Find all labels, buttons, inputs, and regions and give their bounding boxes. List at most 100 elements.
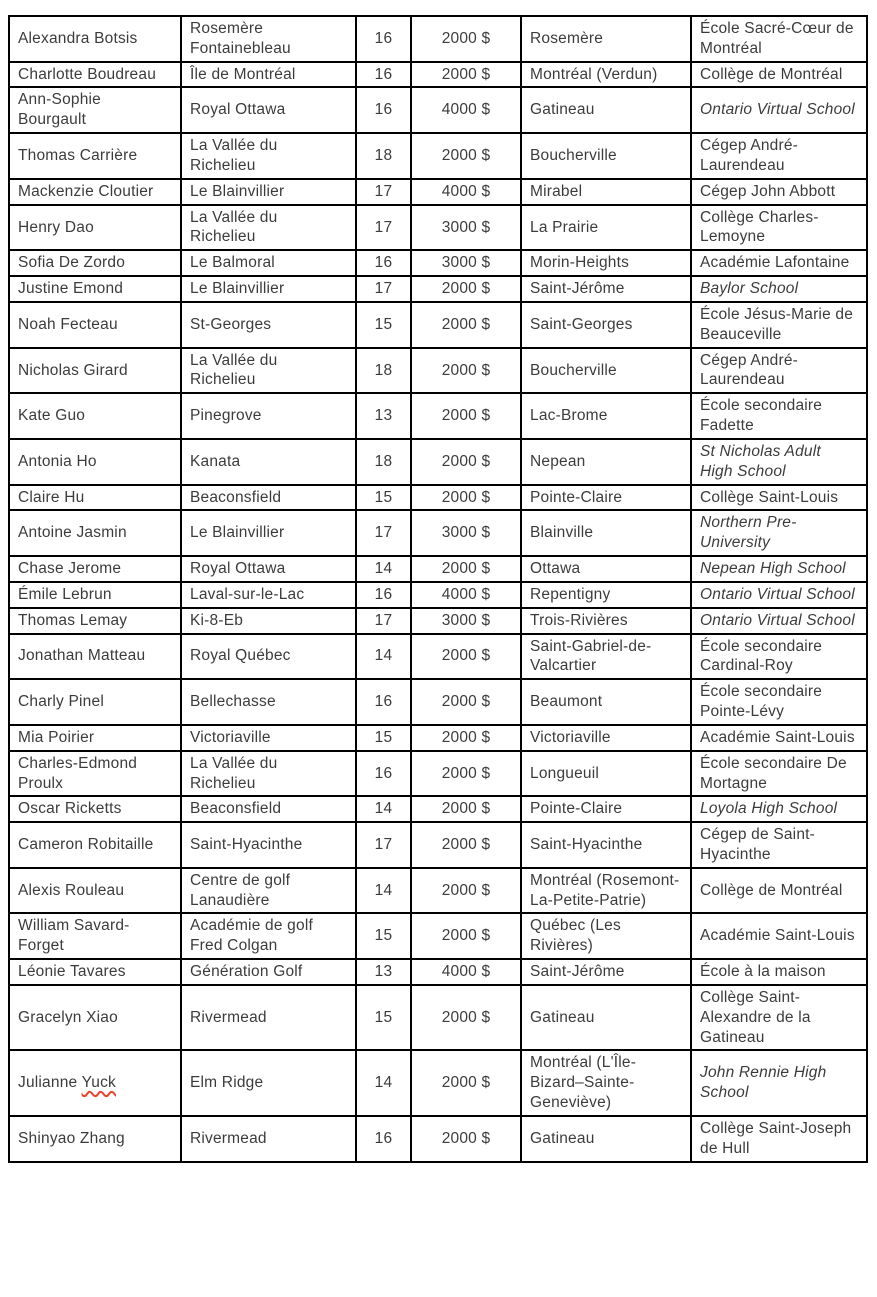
cell-golf-club: Le Blainvillier <box>180 177 357 206</box>
cell-golf-club: Kanata <box>180 437 357 486</box>
cell-amount: 2000 $ <box>410 392 522 440</box>
cell-school: Ontario Virtual School <box>690 86 868 135</box>
misspelled-word: Yuck <box>81 1074 116 1092</box>
cell-golf-club: Le Blainvillier <box>180 275 357 303</box>
cell-age: 17 <box>355 509 412 558</box>
cell-city: La Prairie <box>520 203 692 252</box>
cell-school: Cégep André-Laurendeau <box>690 346 868 395</box>
cell-amount: 2000 $ <box>410 795 522 824</box>
cell-age: 14 <box>355 866 412 915</box>
table-body: Alexandra Botsis Rosemère Fontainebleau … <box>8 15 868 1163</box>
cell-age: 17 <box>355 606 412 635</box>
cell-golf-club: Île de Montréal <box>180 60 357 89</box>
cell-name: Charles-Edmond Proulx <box>8 749 182 798</box>
cell-golf-club: Rivermead <box>180 983 357 1052</box>
cell-city: Gatineau <box>520 983 692 1052</box>
cell-school: St Nicholas Adult High School <box>690 437 868 486</box>
cell-city: Montréal (Verdun) <box>520 60 692 89</box>
cell-name: Léonie Tavares <box>8 958 182 986</box>
cell-name: Charly Pinel <box>8 678 182 726</box>
table-row: Alexis Rouleau Centre de golf Lanaudière… <box>8 866 868 915</box>
cell-amount: 2000 $ <box>410 983 522 1052</box>
cell-city: Victoriaville <box>520 723 692 752</box>
cell-name: Julianne Yuck <box>8 1049 182 1117</box>
cell-school: Northern Pre-University <box>690 509 868 558</box>
cell-city: Longueuil <box>520 749 692 798</box>
cell-age: 16 <box>355 580 412 609</box>
cell-name: Cameron Robitaille <box>8 821 182 869</box>
cell-age: 16 <box>355 749 412 798</box>
cell-school: Cégep John Abbott <box>690 177 868 206</box>
table-row: Gracelyn Xiao Rivermead 15 2000 $ Gatine… <box>8 983 868 1052</box>
cell-amount: 2000 $ <box>410 275 522 303</box>
cell-age: 14 <box>355 1049 412 1117</box>
cell-city: Ottawa <box>520 555 692 583</box>
cell-name: Alexis Rouleau <box>8 866 182 915</box>
cell-golf-club: Royal Québec <box>180 632 357 681</box>
cell-age: 16 <box>355 86 412 135</box>
table-row: Kate Guo Pinegrove 13 2000 $ Lac-Brome É… <box>8 392 868 440</box>
cell-name: Ann-Sophie Bourgault <box>8 86 182 135</box>
table-row: Chase Jerome Royal Ottawa 14 2000 $ Otta… <box>8 555 868 583</box>
cell-amount: 3000 $ <box>410 203 522 252</box>
table-row: Claire Hu Beaconsfield 15 2000 $ Pointe-… <box>8 483 868 512</box>
scholarship-table: Alexandra Botsis Rosemère Fontainebleau … <box>8 15 868 1163</box>
cell-city: Gatineau <box>520 86 692 135</box>
cell-name: Chase Jerome <box>8 555 182 583</box>
cell-amount: 2000 $ <box>410 821 522 869</box>
cell-age: 15 <box>355 300 412 349</box>
cell-city: Mirabel <box>520 177 692 206</box>
cell-name: Noah Fecteau <box>8 300 182 349</box>
cell-name: Thomas Lemay <box>8 606 182 635</box>
cell-golf-club: Pinegrove <box>180 392 357 440</box>
cell-amount: 2000 $ <box>410 1049 522 1117</box>
cell-name: Henry Dao <box>8 203 182 252</box>
cell-golf-club: Génération Golf <box>180 958 357 986</box>
cell-name: Mia Poirier <box>8 723 182 752</box>
cell-city: Gatineau <box>520 1114 692 1163</box>
cell-amount: 2000 $ <box>410 632 522 681</box>
cell-school: Loyola High School <box>690 795 868 824</box>
cell-school: Collège Saint-Alexandre de la Gatineau <box>690 983 868 1052</box>
table-row: Ann-Sophie Bourgault Royal Ottawa 16 400… <box>8 86 868 135</box>
cell-school: Académie Saint-Louis <box>690 723 868 752</box>
cell-city: Trois-Rivières <box>520 606 692 635</box>
cell-age: 13 <box>355 392 412 440</box>
cell-name: William Savard-Forget <box>8 912 182 961</box>
cell-age: 16 <box>355 249 412 278</box>
cell-amount: 2000 $ <box>410 483 522 512</box>
cell-golf-club: Rosemère Fontainebleau <box>180 15 357 63</box>
cell-school: Collège Saint-Joseph de Hull <box>690 1114 868 1163</box>
cell-amount: 4000 $ <box>410 86 522 135</box>
table-row: Antonia Ho Kanata 18 2000 $ Nepean St Ni… <box>8 437 868 486</box>
cell-school: Ontario Virtual School <box>690 580 868 609</box>
table-row: Antoine Jasmin Le Blainvillier 17 3000 $… <box>8 509 868 558</box>
table-row: Julianne Yuck Elm Ridge 14 2000 $ Montré… <box>8 1049 868 1117</box>
cell-golf-club: La Vallée du Richelieu <box>180 749 357 798</box>
cell-name: Shinyao Zhang <box>8 1114 182 1163</box>
cell-city: Saint-Jérôme <box>520 958 692 986</box>
cell-name: Charlotte Boudreau <box>8 60 182 89</box>
cell-city: Montréal (L'Île-Bizard–Sainte-Geneviève) <box>520 1049 692 1117</box>
cell-city: Repentigny <box>520 580 692 609</box>
cell-golf-club: Elm Ridge <box>180 1049 357 1117</box>
cell-name: Jonathan Matteau <box>8 632 182 681</box>
cell-golf-club: La Vallée du Richelieu <box>180 132 357 180</box>
cell-name: Oscar Ricketts <box>8 795 182 824</box>
cell-city: Pointe-Claire <box>520 795 692 824</box>
cell-school: Cégep André-Laurendeau <box>690 132 868 180</box>
cell-golf-club: Rivermead <box>180 1114 357 1163</box>
cell-amount: 2000 $ <box>410 300 522 349</box>
cell-amount: 2000 $ <box>410 555 522 583</box>
cell-city: Montréal (Rosemont-La-Petite-Patrie) <box>520 866 692 915</box>
cell-age: 17 <box>355 821 412 869</box>
cell-age: 17 <box>355 203 412 252</box>
cell-school: Académie Saint-Louis <box>690 912 868 961</box>
table-row: Oscar Ricketts Beaconsfield 14 2000 $ Po… <box>8 795 868 824</box>
cell-age: 16 <box>355 678 412 726</box>
cell-school: Académie Lafontaine <box>690 249 868 278</box>
cell-golf-club: Royal Ottawa <box>180 86 357 135</box>
cell-amount: 3000 $ <box>410 249 522 278</box>
table-row: Cameron Robitaille Saint-Hyacinthe 17 20… <box>8 821 868 869</box>
cell-age: 14 <box>355 632 412 681</box>
